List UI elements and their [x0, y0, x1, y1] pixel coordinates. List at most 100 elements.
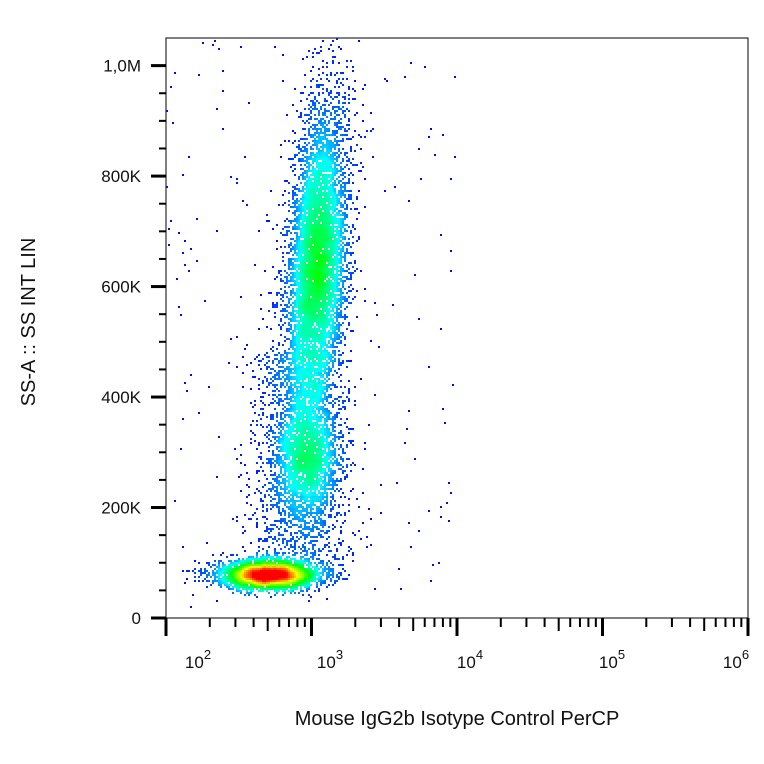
- data-point: [326, 484, 328, 486]
- data-point: [324, 464, 326, 466]
- data-point: [314, 248, 316, 250]
- data-point: [300, 500, 302, 502]
- data-point: [286, 394, 288, 396]
- data-point: [322, 416, 324, 418]
- data-point: [318, 478, 320, 480]
- data-point: [294, 464, 296, 466]
- data-point: [304, 86, 306, 88]
- data-point: [298, 438, 300, 440]
- data-point: [282, 370, 284, 372]
- data-point: [330, 280, 332, 282]
- data-point: [322, 498, 324, 500]
- data-point: [304, 338, 306, 340]
- data-point: [298, 500, 300, 502]
- data-point: [346, 466, 348, 468]
- data-point: [290, 358, 292, 360]
- data-point: [322, 310, 324, 312]
- data-point: [288, 370, 290, 372]
- data-point: [292, 268, 294, 270]
- data-point: [342, 158, 344, 160]
- data-point: [304, 282, 306, 284]
- data-point: [300, 274, 302, 276]
- data-point: [316, 248, 318, 250]
- data-point: [338, 448, 340, 450]
- data-point: [286, 464, 288, 466]
- data-point: [308, 220, 310, 222]
- data-point: [350, 302, 352, 304]
- data-point: [310, 254, 312, 256]
- data-point: [334, 416, 336, 418]
- data-point: [348, 94, 350, 96]
- data-point: [316, 216, 318, 218]
- data-point: [318, 368, 320, 370]
- data-point: [300, 456, 302, 458]
- data-point: [340, 194, 342, 196]
- data-point: [338, 176, 340, 178]
- data-point: [282, 54, 284, 56]
- data-point: [310, 180, 312, 182]
- data-point: [314, 416, 316, 418]
- data-point: [302, 218, 304, 220]
- data-point: [300, 308, 302, 310]
- data-point: [308, 104, 310, 106]
- data-point: [276, 458, 278, 460]
- data-point: [322, 164, 324, 166]
- data-point: [340, 202, 342, 204]
- data-point: [324, 228, 326, 230]
- data-point: [278, 402, 280, 404]
- data-point: [330, 334, 332, 336]
- data-point: [298, 302, 300, 304]
- data-point: [308, 194, 310, 196]
- data-point: [272, 458, 274, 460]
- data-point: [348, 196, 350, 198]
- data-point: [334, 250, 336, 252]
- data-point: [286, 368, 288, 370]
- data-point: [338, 100, 340, 102]
- data-point: [342, 458, 344, 460]
- data-point: [326, 322, 328, 324]
- data-point: [280, 278, 282, 280]
- data-point: [308, 176, 310, 178]
- data-point: [324, 104, 326, 106]
- data-point: [308, 168, 310, 170]
- data-point: [312, 186, 314, 188]
- data-point: [312, 168, 314, 170]
- data-point: [334, 386, 336, 388]
- data-point: [336, 240, 338, 242]
- data-point: [302, 492, 304, 494]
- data-point: [272, 416, 274, 418]
- data-point: [342, 250, 344, 252]
- data-point: [308, 442, 310, 444]
- data-point: [294, 314, 296, 316]
- data-point: [302, 276, 304, 278]
- data-point: [306, 340, 308, 342]
- data-point: [302, 418, 304, 420]
- data-point: [358, 190, 360, 192]
- data-point: [334, 436, 336, 438]
- data-point: [320, 414, 322, 416]
- data-point: [308, 188, 310, 190]
- data-point: [284, 270, 286, 272]
- data-point: [296, 342, 298, 344]
- data-point: [428, 136, 430, 138]
- data-point: [292, 196, 294, 198]
- data-point: [254, 264, 256, 266]
- data-point: [314, 236, 316, 238]
- data-point: [270, 464, 272, 466]
- data-point: [340, 298, 342, 300]
- data-point: [292, 388, 294, 390]
- data-point: [244, 464, 246, 466]
- data-point: [286, 392, 288, 394]
- data-point: [302, 348, 304, 350]
- data-point: [344, 288, 346, 290]
- data-point: [280, 434, 282, 436]
- data-point: [282, 480, 284, 482]
- data-point: [342, 246, 344, 248]
- data-point: [296, 258, 298, 260]
- data-point: [292, 362, 294, 364]
- data-point: [288, 374, 290, 376]
- data-point: [308, 394, 310, 396]
- data-point: [324, 154, 326, 156]
- data-point: [342, 298, 344, 300]
- data-point: [330, 134, 332, 136]
